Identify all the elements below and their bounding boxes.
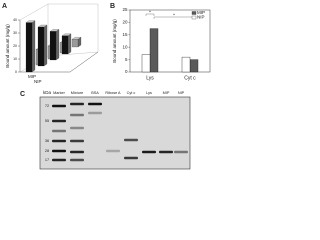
mw-label: 72 — [45, 104, 49, 108]
gel-band — [124, 156, 138, 160]
y-tick-label: 5 — [125, 57, 128, 62]
legend-swatch — [191, 15, 197, 20]
series-label: NIP — [34, 79, 42, 84]
bar — [141, 54, 151, 73]
bar — [49, 31, 57, 61]
bar — [61, 35, 69, 55]
lane-label: Ribose A — [105, 91, 121, 95]
mw-label: 55 — [45, 119, 49, 123]
bar-side — [67, 33, 72, 55]
y-tick-label: 10 — [13, 57, 17, 61]
y-tick-label: 15 — [122, 32, 128, 37]
lane-label: MIP — [163, 91, 170, 95]
gel-band — [174, 150, 188, 154]
legend-swatch — [191, 11, 197, 15]
gel-band — [70, 139, 84, 143]
gel-band — [52, 139, 66, 143]
lane-label: Cyt c — [127, 91, 136, 95]
x-tick-label: Cyt c — [184, 75, 196, 81]
gel-band — [70, 150, 84, 154]
y-tick-label: 25 — [122, 7, 128, 12]
lane-label: Lys — [146, 91, 152, 95]
y-tick-label: 40 — [13, 18, 17, 22]
panel-b-frame — [129, 9, 211, 73]
gel-band — [88, 102, 102, 106]
legend-label: NIP — [197, 15, 205, 20]
gel-band — [106, 149, 120, 153]
bar-side — [31, 20, 36, 73]
gel-band — [70, 158, 84, 162]
y-axis-label: Bound amount (mg/g) — [112, 19, 117, 63]
y-tick-label: 0 — [125, 69, 128, 74]
gel-band — [70, 113, 84, 117]
gel-band — [88, 111, 102, 115]
mw-label: 36 — [45, 139, 49, 143]
panel-letter: A — [2, 3, 7, 10]
bar — [25, 22, 33, 73]
gel — [39, 96, 191, 170]
gel-band — [52, 129, 66, 133]
gel-band — [70, 126, 84, 130]
lane-label: BSA — [91, 91, 99, 95]
panel-letter: C — [20, 91, 25, 98]
gel-band — [52, 149, 66, 153]
series-label: MIP — [28, 74, 36, 79]
gel-band — [52, 119, 66, 123]
gel-band — [52, 104, 66, 108]
lane-label: Mixture — [71, 91, 83, 95]
gel-band — [70, 102, 84, 106]
gel-band — [124, 138, 138, 142]
bar-side — [43, 24, 48, 67]
bar — [149, 28, 159, 73]
legend-label: MIP — [197, 10, 205, 15]
lane-label: Marker — [53, 91, 66, 95]
bar — [37, 26, 45, 67]
x-tick-label: Lys — [146, 75, 154, 81]
significance-bracket — [145, 13, 155, 16]
bar — [189, 59, 199, 73]
y-tick-label: 0 — [15, 70, 17, 74]
bar — [181, 56, 191, 73]
y-tick-label: 20 — [122, 20, 128, 25]
gel-band — [142, 150, 156, 154]
mw-label: 17 — [45, 158, 49, 162]
y-tick-label: 10 — [122, 44, 128, 49]
gel-band — [52, 158, 66, 162]
mw-label: 28 — [45, 149, 49, 153]
unit-label: kDa — [43, 90, 51, 95]
significance-mark: * — [149, 10, 151, 15]
significance-mark: * — [173, 13, 175, 18]
panel-letter: B — [110, 3, 115, 10]
y-axis-label: Bound amount (mg/g) — [5, 24, 10, 68]
bar-side — [55, 29, 60, 61]
bar — [71, 39, 79, 48]
lane-label: NIP — [178, 91, 185, 95]
y-tick-label: 30 — [13, 31, 17, 35]
y-tick-label: 20 — [13, 44, 17, 48]
gel-band — [159, 150, 173, 154]
